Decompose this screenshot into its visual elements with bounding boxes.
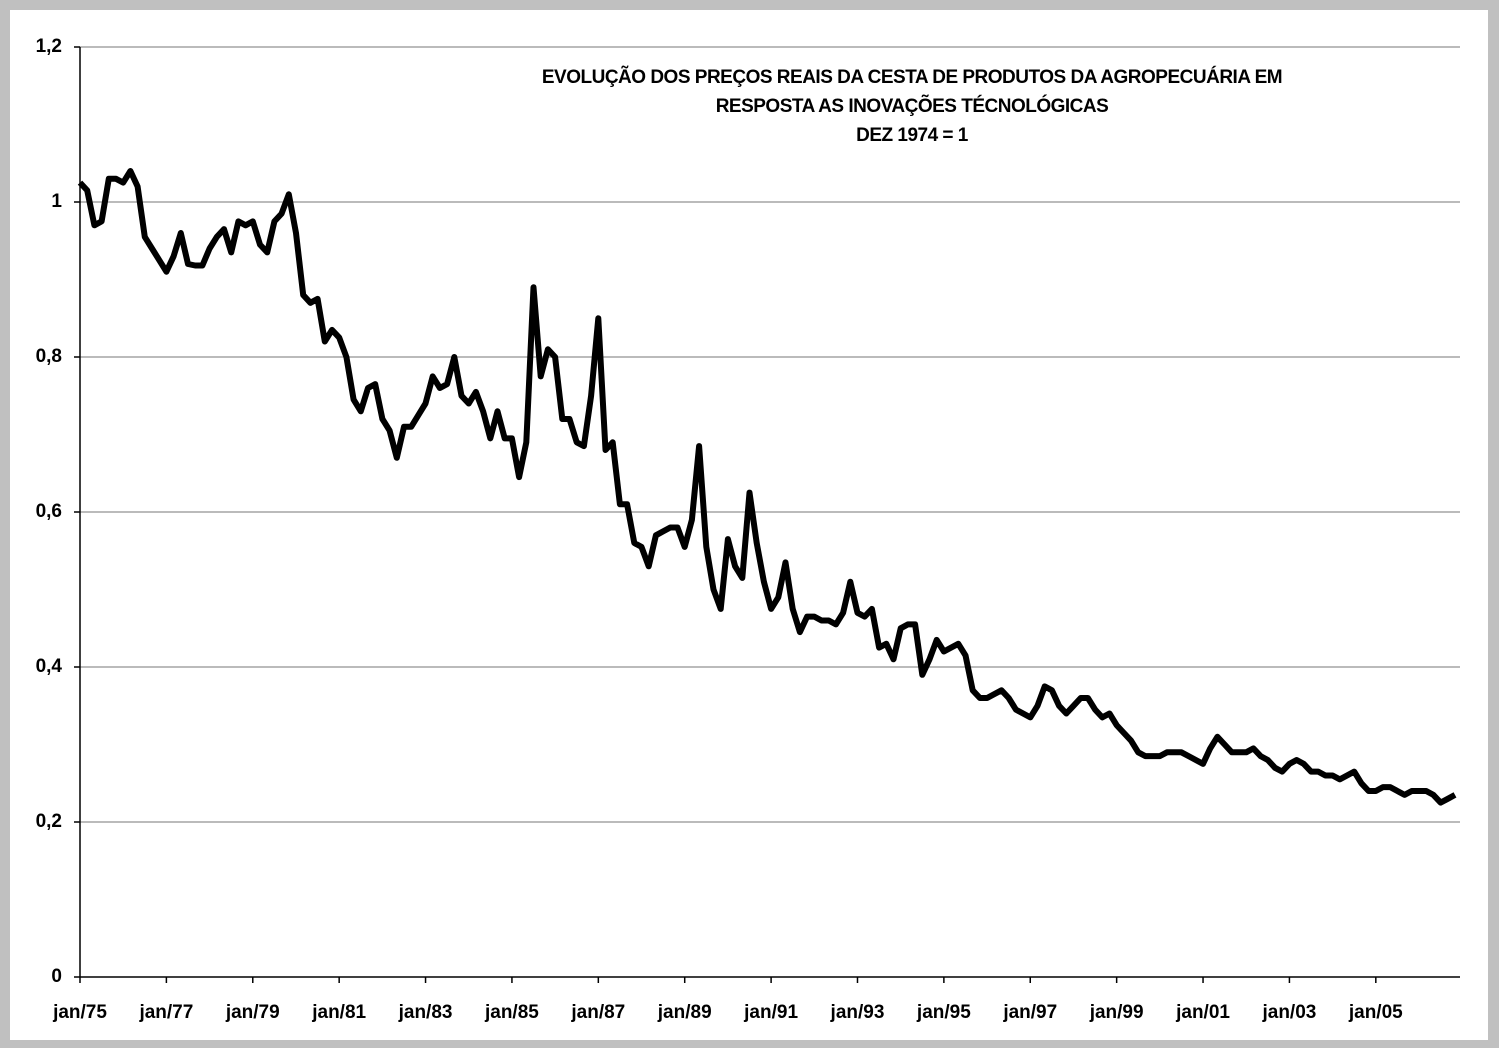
x-tick-label: jan/85	[484, 1002, 539, 1023]
x-tick-label: jan/89	[657, 1002, 712, 1023]
y-tick-label: 0,8	[36, 346, 62, 367]
y-tick-label: 1,2	[36, 36, 62, 57]
x-tick-label: jan/99	[1089, 1002, 1144, 1023]
x-tick-label: jan/93	[830, 1002, 885, 1023]
x-tick-label: jan/91	[743, 1002, 798, 1023]
y-tick-label: 0,4	[36, 656, 63, 677]
x-tick-label: jan/81	[311, 1002, 366, 1023]
x-tick-label: jan/83	[398, 1002, 453, 1023]
chart-title: DEZ 1974 = 1	[856, 125, 969, 146]
x-tick-label: jan/79	[225, 1002, 280, 1023]
x-tick-label: jan/01	[1175, 1002, 1230, 1023]
y-tick-label: 0,6	[36, 501, 62, 522]
y-tick-label: 0	[51, 966, 62, 987]
x-tick-label: jan/77	[138, 1002, 193, 1023]
x-tick-label: jan/05	[1348, 1002, 1403, 1023]
x-tick-label: jan/95	[916, 1002, 971, 1023]
y-tick-label: 1	[51, 191, 62, 212]
x-tick-label: jan/97	[1002, 1002, 1057, 1023]
x-tick-label: jan/03	[1261, 1002, 1316, 1023]
x-tick-label: jan/87	[570, 1002, 625, 1023]
chart-title: RESPOSTA AS INOVAÇÕES TÉCNOLÓGICAS	[716, 95, 1109, 117]
x-tick-label: jan/75	[52, 1002, 107, 1023]
chart-title: EVOLUÇÃO DOS PREÇOS REAIS DA CESTA DE PR…	[542, 66, 1282, 88]
data-line	[77, 168, 1457, 806]
y-tick-label: 0,2	[36, 811, 62, 832]
